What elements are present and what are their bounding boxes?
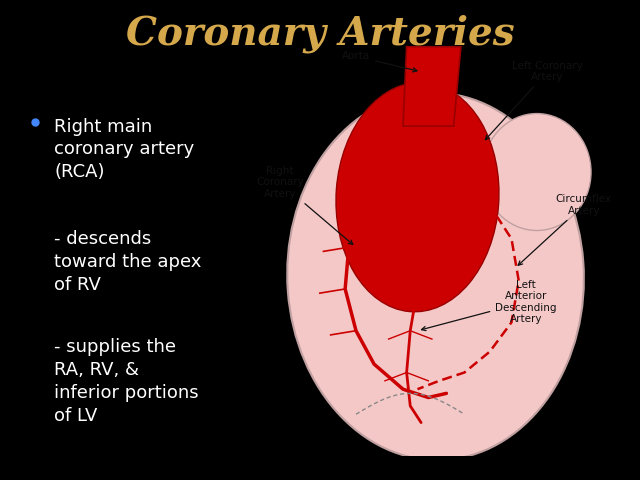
Ellipse shape xyxy=(483,114,591,230)
Text: Aorta: Aorta xyxy=(342,51,417,72)
Text: - descends
toward the apex
of RV: - descends toward the apex of RV xyxy=(54,230,202,294)
Text: - supplies the
RA, RV, &
inferior portions
of LV: - supplies the RA, RV, & inferior portio… xyxy=(54,338,199,425)
Ellipse shape xyxy=(287,93,584,460)
Text: Left Coronary
Artery: Left Coronary Artery xyxy=(485,60,583,140)
Text: Circumflex
Artery: Circumflex Artery xyxy=(518,194,612,265)
Text: Left
Anterior
Descending
Artery: Left Anterior Descending Artery xyxy=(422,279,557,331)
Text: Right main
coronary artery
(RCA): Right main coronary artery (RCA) xyxy=(54,118,195,181)
Ellipse shape xyxy=(336,83,499,312)
Text: Coronary Arteries: Coronary Arteries xyxy=(125,14,515,53)
Text: Right
Coronary
Artery: Right Coronary Artery xyxy=(256,166,353,244)
Polygon shape xyxy=(403,47,461,126)
